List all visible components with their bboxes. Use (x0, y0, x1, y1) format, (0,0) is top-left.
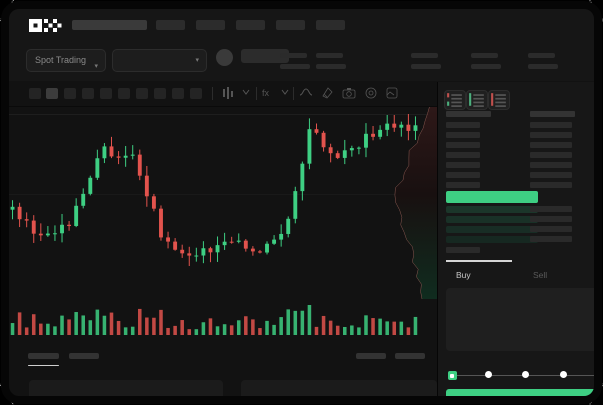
svg-text:fx: fx (262, 88, 270, 98)
